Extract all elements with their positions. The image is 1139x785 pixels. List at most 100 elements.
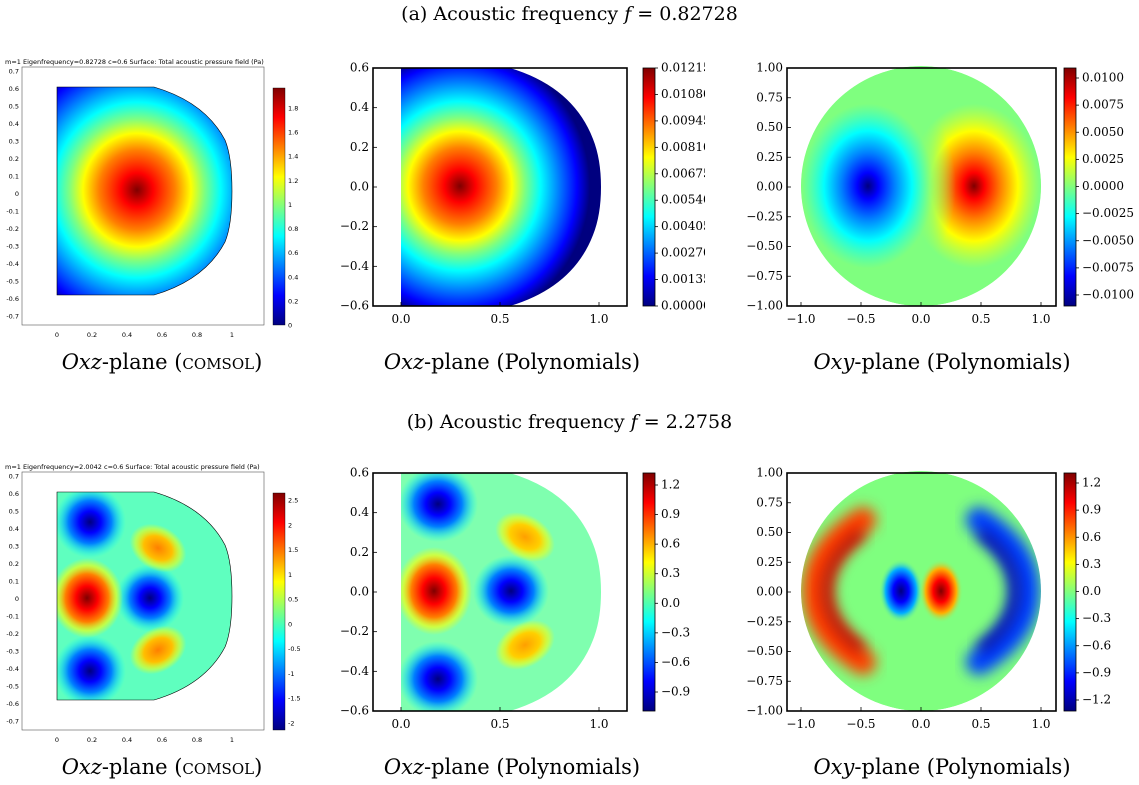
caption-a-poly-oxy: Oxy-plane (Polynomials)	[813, 350, 1071, 374]
comsol-field-a	[56, 86, 233, 296]
comsol-x-tick-label: 0.2	[87, 331, 97, 339]
colorbar-tick-label: 0.6	[1082, 530, 1101, 544]
comsol-y-tick-label: 0.7	[9, 473, 19, 481]
colorbar-tick-label: 0.00675	[661, 166, 705, 180]
y-tick-label: −0.50	[746, 239, 783, 253]
comsol-y-ticks-a: 0.7 0.6 0.5 0.4 0.3 0.2 0.1 0 -0.1 -0.2 -0.3 -0.4 -0…	[6, 68, 19, 321]
x-tick-label: 1.0	[589, 312, 608, 326]
x-tick-label: −0.5	[846, 717, 875, 731]
colorbar-tick-label: 0.0025	[1082, 152, 1124, 166]
x-ticks-b3: −1.0 −0.5 0.0 0.5 1.0	[786, 707, 1051, 731]
y-tick-label: 0.2	[350, 545, 369, 559]
colorbar-b3	[1063, 472, 1077, 712]
colorbar-tick-label: 0.2	[288, 297, 298, 305]
colorbar-b2	[642, 472, 656, 712]
y-ticks-a3: 1.00 0.75 0.50 0.25 0.00 −0.25 −0.50 −0.75 −1.00	[746, 61, 791, 313]
colorbar-tick-label: 0	[288, 620, 292, 628]
comsol-header-a: m=1 Eigenfrequency=0.82728 c=0.6 Surface…	[5, 58, 264, 66]
x-tick-label: 0.5	[971, 717, 990, 731]
x-ticks-a3: −1.0 −0.5 0.0 0.5 1.0	[786, 302, 1051, 326]
y-tick-label: 0.00	[756, 180, 783, 194]
comsol-x-tick-label: 0.2	[87, 736, 97, 744]
y-tick-label: 0.50	[756, 120, 783, 134]
colorbar-tick-label: 1.2	[288, 177, 298, 185]
comsol-y-ticks-b: 0.7 0.6 0.5 0.4 0.3 0.2 0.1 0 -0.1 -0.2 -0.3 -0.4 -0…	[6, 473, 19, 726]
y-tick-label: −0.4	[340, 259, 370, 273]
comsol-y-tick-label: -0.5	[6, 683, 19, 691]
y-tick-label: −0.50	[746, 644, 783, 658]
y-tick-label: 0.75	[756, 495, 783, 509]
comsol-y-tick-label: 0.6	[9, 490, 19, 498]
y-tick-label: 0.0	[350, 180, 369, 194]
panel-a-poly-oxy: 1.000.750.500.250.00−0.25−0.50−0.75−1.00…	[746, 61, 1134, 327]
colorbar-tick-label: 2.5	[288, 497, 298, 505]
colorbar-tick-label: -1.5	[288, 695, 301, 703]
comsol-x-tick-label: 0.8	[192, 736, 202, 744]
colorbar-tick-label: −0.3	[661, 625, 690, 639]
colorbar-tick-label: 1.6	[288, 129, 298, 137]
y-tick-label: 0.6	[350, 61, 369, 75]
y-tick-label: −0.6	[340, 704, 369, 718]
comsol-y-tick-label: 0.4	[9, 525, 19, 533]
comsol-y-tick-label: 0.1	[9, 578, 19, 586]
comsol-x-tick-label: 0.6	[157, 331, 167, 339]
comsol-x-tick-label: 0	[55, 331, 59, 339]
colorbar-tick-label: 1.2	[661, 478, 680, 492]
comsol-y-tick-label: -0.1	[6, 208, 19, 216]
x-tick-label: −1.0	[786, 312, 815, 326]
colorbar-tick-label: 0.0100	[1082, 71, 1124, 85]
colorbar-tick-label: 1.4	[288, 153, 298, 161]
colorbar-tick-label: −0.0075	[1082, 260, 1134, 274]
comsol-x-ticks-b: 0 0.2 0.4 0.6 0.8 1	[55, 736, 234, 744]
caption-b-poly-oxz: Oxz-plane (Polynomials)	[383, 755, 641, 779]
colorbar-tick-label: 0.00405	[661, 219, 705, 233]
y-tick-label: 0.6	[350, 466, 369, 480]
comsol-y-tick-label: 0.2	[9, 560, 19, 568]
poly-field-a	[401, 68, 601, 306]
colorbar-tick-label: 0.5	[288, 596, 298, 604]
y-tick-label: −0.6	[340, 299, 369, 313]
panel-b-comsol-oxz: m=1 Eigenfrequency=2.0042 c=0.6 Surface:…	[5, 463, 301, 744]
y-tick-label: 0.75	[756, 90, 783, 104]
colorbar-tick-label: 0.9	[1082, 503, 1101, 517]
section-a-title: (a) Acoustic frequency f = 0.82728	[401, 3, 738, 25]
colorbar-tick-label: 0.9	[661, 507, 680, 521]
panel-a-comsol-oxz: m=1 Eigenfrequency=0.82728 c=0.6 Surface…	[5, 58, 298, 339]
colorbar-b-comsol-ticks: 2.5 2 1.5 1 0.5 0 -0.5 -1 -1.5 -2	[288, 497, 301, 728]
colorbar-tick-label: 1	[288, 571, 292, 579]
y-tick-label: −0.25	[746, 614, 783, 628]
comsol-y-tick-label: -0.6	[6, 295, 19, 303]
colorbar-tick-label: 2	[288, 521, 292, 529]
y-tick-label: 0.4	[350, 505, 369, 519]
comsol-x-tick-label: 0.6	[157, 736, 167, 744]
x-tick-label: −1.0	[786, 717, 815, 731]
colorbar-b-comsol	[272, 492, 286, 731]
colorbar-a-comsol	[272, 87, 286, 326]
colorbar-b2-ticks: 1.2 0.9 0.6 0.3 0.0 −0.3 −0.6 −0.9	[655, 478, 690, 699]
x-tick-label: 1.0	[1031, 312, 1050, 326]
comsol-y-tick-label: -0.1	[6, 613, 19, 621]
colorbar-tick-label: −0.9	[1082, 665, 1111, 679]
comsol-y-tick-label: 0.1	[9, 173, 19, 181]
y-tick-label: 1.00	[756, 466, 783, 480]
comsol-y-tick-label: -0.4	[6, 665, 19, 673]
comsol-x-tick-label: 0.8	[192, 331, 202, 339]
colorbar-tick-label: 0.3	[1082, 557, 1101, 571]
colorbar-tick-label: −0.6	[1082, 638, 1111, 652]
comsol-x-tick-label: 0.4	[122, 736, 132, 744]
colorbar-tick-label: −0.0050	[1082, 233, 1134, 247]
caption-b-poly-oxy: Oxy-plane (Polynomials)	[813, 755, 1071, 779]
x-tick-label: 0.5	[971, 312, 990, 326]
y-ticks-a2: 0.6 0.4 0.2 0.0 −0.2 −0.4 −0.6	[340, 61, 377, 313]
x-tick-label: 0.0	[391, 312, 410, 326]
comsol-y-tick-label: -0.6	[6, 700, 19, 708]
colorbar-tick-label: 0.4	[288, 273, 298, 281]
x-tick-label: 0.0	[911, 717, 930, 731]
colorbar-tick-label: 0.01215	[661, 61, 705, 75]
y-tick-label: −0.75	[746, 674, 783, 688]
comsol-y-tick-label: 0.5	[9, 508, 19, 516]
colorbar-tick-label: −0.9	[661, 685, 690, 699]
y-tick-label: −1.00	[746, 299, 783, 313]
